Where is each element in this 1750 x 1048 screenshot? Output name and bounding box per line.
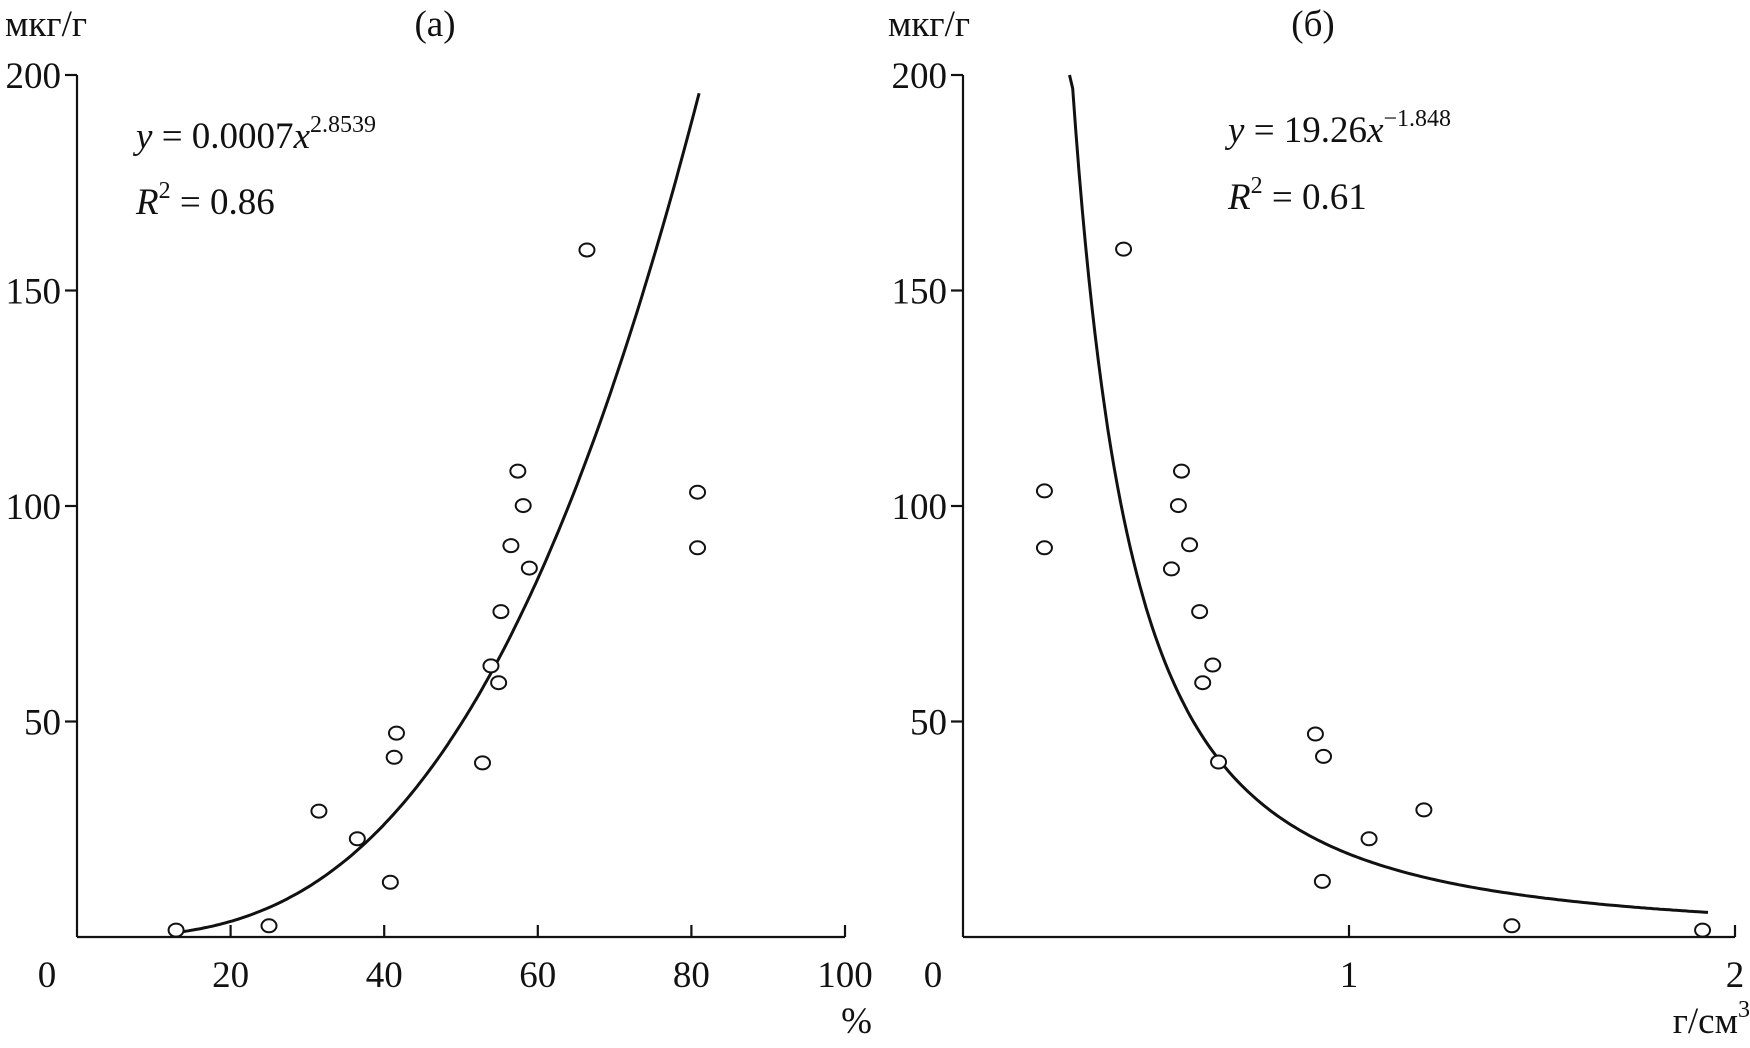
- data-point: [482, 658, 500, 674]
- r2-value: = 0.86: [171, 182, 275, 223]
- y-tick-label: 100: [892, 487, 948, 528]
- x-tick-label: 100: [817, 955, 873, 996]
- data-point: [1210, 754, 1228, 770]
- equation-lhs: y: [132, 116, 153, 157]
- panel-label: (а): [414, 4, 455, 45]
- data-point: [509, 463, 527, 479]
- data-point: [1115, 241, 1133, 257]
- data-point: [385, 749, 403, 765]
- x-axis-label-exp: 3: [1738, 997, 1750, 1023]
- equation-var: x: [293, 116, 311, 157]
- panel-label: (б): [1291, 4, 1334, 45]
- data-point: [578, 242, 596, 258]
- x-tick-label: 1: [1340, 955, 1359, 996]
- data-point: [387, 725, 405, 741]
- panel-1: 50 100 150 200 0 20 40 60 80 100 мкг/г (а)% y = 0.00…: [5, 4, 873, 1042]
- x-tick-label: 2: [1726, 955, 1745, 996]
- data-point: [1035, 483, 1053, 499]
- data-point: [1194, 675, 1212, 691]
- r2-value: = 0.61: [1263, 177, 1367, 218]
- x-axis-label: %: [841, 1001, 872, 1042]
- y-axis-label: мкг/г: [5, 4, 87, 45]
- r2-symbol: R: [135, 182, 159, 223]
- r-squared: R2 = 0.86: [135, 178, 275, 223]
- data-point: [1694, 922, 1712, 938]
- x-tick-label: 60: [519, 955, 556, 996]
- equation-lhs: y: [1224, 110, 1245, 151]
- y-tick-label: 100: [6, 487, 62, 528]
- data-point: [1162, 561, 1180, 577]
- data-point: [492, 604, 510, 620]
- y-tick-label: 50: [910, 703, 947, 744]
- x-axis-label-text: г/см: [1673, 1001, 1738, 1042]
- data-point: [1204, 657, 1222, 673]
- data-point: [1306, 726, 1324, 742]
- r2-exp: 2: [159, 178, 171, 204]
- data-point: [260, 918, 278, 934]
- y-tick-label: 200: [6, 56, 62, 97]
- fit-curve: [180, 92, 701, 934]
- data-point: [167, 922, 185, 938]
- x-tick-label: 40: [366, 955, 403, 996]
- data-point: [1035, 540, 1053, 556]
- fit-equation: y = 19.26x−1.848: [1224, 106, 1451, 151]
- y-tick-label: 150: [892, 272, 948, 313]
- data-point: [1313, 873, 1331, 889]
- data-point: [1191, 604, 1209, 620]
- r2-symbol: R: [1227, 177, 1251, 218]
- data-point: [1503, 918, 1521, 934]
- data-point: [474, 755, 492, 771]
- data-point: [1169, 498, 1187, 514]
- data-point: [514, 498, 532, 514]
- data-point: [490, 675, 508, 691]
- y-tick-label: 50: [24, 703, 61, 744]
- equation-coef: = 19.26: [1244, 110, 1367, 151]
- r-squared: R2 = 0.61: [1227, 173, 1367, 218]
- equation-exp: −1.848: [1384, 106, 1452, 132]
- data-point: [1181, 537, 1199, 553]
- data-point: [520, 560, 538, 576]
- data-point: [502, 538, 520, 554]
- panel-2: 50 100 150 200 0 1 2 мкг/г (б) г/см3 y = 19.26x−1.…: [888, 4, 1750, 1042]
- data-point: [1415, 802, 1433, 818]
- y-tick-label: 150: [6, 272, 62, 313]
- data-point: [310, 803, 328, 819]
- data-point: [1172, 463, 1190, 479]
- x-tick-label: 0: [38, 955, 57, 996]
- equation-coef: = 0.0007: [152, 116, 293, 157]
- x-axis-label-text: %: [841, 1001, 872, 1042]
- x-tick-label: 0: [924, 955, 943, 996]
- data-point: [689, 540, 707, 556]
- fit-curve: [1068, 74, 1709, 914]
- data-point: [1315, 748, 1333, 764]
- equation-var: x: [1366, 110, 1384, 151]
- data-point: [381, 874, 399, 890]
- data-point: [1360, 831, 1378, 847]
- equation-exp: 2.8539: [310, 112, 376, 138]
- data-point: [348, 831, 366, 847]
- y-axis-label: мкг/г: [888, 4, 970, 45]
- fit-equation: y = 0.0007x2.8539: [132, 112, 376, 157]
- r2-exp: 2: [1251, 173, 1263, 199]
- x-tick-label: 80: [673, 955, 710, 996]
- x-axis-label: г/см3: [1673, 997, 1750, 1042]
- x-tick-label: 20: [212, 955, 249, 996]
- y-tick-label: 200: [892, 56, 948, 97]
- data-point: [689, 484, 707, 500]
